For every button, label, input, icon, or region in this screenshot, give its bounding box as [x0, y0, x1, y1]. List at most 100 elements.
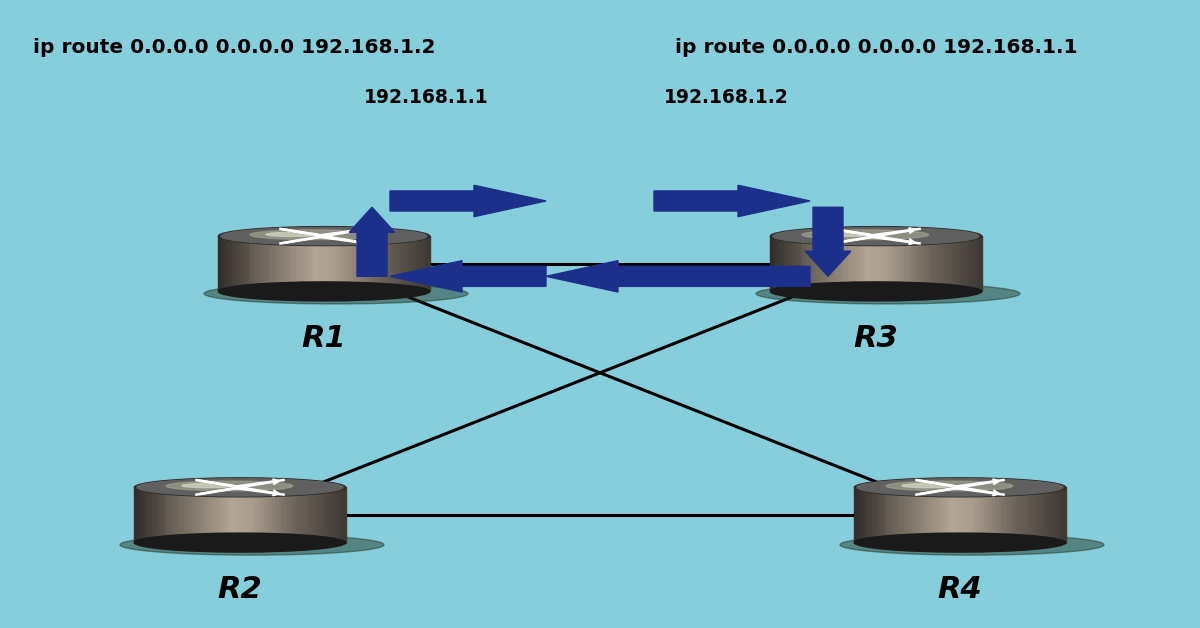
Polygon shape [278, 236, 282, 291]
Polygon shape [935, 487, 938, 543]
Polygon shape [260, 236, 264, 291]
Polygon shape [362, 236, 366, 291]
Polygon shape [320, 487, 324, 543]
Polygon shape [240, 236, 244, 291]
Polygon shape [293, 487, 296, 543]
Polygon shape [985, 487, 988, 543]
Polygon shape [882, 487, 886, 543]
Polygon shape [929, 236, 932, 291]
Polygon shape [244, 236, 246, 291]
Polygon shape [384, 236, 388, 291]
Polygon shape [317, 236, 320, 291]
Ellipse shape [204, 283, 468, 304]
Polygon shape [841, 236, 845, 291]
Polygon shape [246, 236, 250, 291]
Polygon shape [932, 236, 936, 291]
Polygon shape [253, 236, 257, 291]
Polygon shape [289, 487, 293, 543]
Polygon shape [869, 487, 872, 543]
Polygon shape [335, 236, 338, 291]
Polygon shape [889, 487, 893, 543]
Polygon shape [883, 236, 887, 291]
Text: ip route 0.0.0.0 0.0.0.0 192.168.1.2: ip route 0.0.0.0 0.0.0.0 192.168.1.2 [32, 38, 436, 57]
Ellipse shape [818, 232, 871, 237]
Polygon shape [834, 236, 838, 291]
Polygon shape [922, 487, 925, 543]
Polygon shape [145, 487, 149, 543]
Polygon shape [268, 236, 271, 291]
Polygon shape [299, 236, 302, 291]
Polygon shape [304, 487, 307, 543]
Polygon shape [250, 236, 253, 291]
Polygon shape [187, 487, 191, 543]
Ellipse shape [840, 534, 1104, 555]
Polygon shape [978, 487, 982, 543]
Polygon shape [296, 236, 299, 291]
Polygon shape [880, 487, 882, 543]
Polygon shape [998, 487, 1002, 543]
Polygon shape [275, 236, 278, 291]
Polygon shape [770, 236, 774, 291]
Ellipse shape [802, 230, 929, 239]
Ellipse shape [902, 484, 955, 488]
Text: R2: R2 [217, 575, 263, 604]
Text: 192.168.1.1: 192.168.1.1 [364, 88, 488, 107]
Polygon shape [318, 487, 320, 543]
Polygon shape [1055, 487, 1058, 543]
Polygon shape [953, 487, 956, 543]
Polygon shape [848, 236, 851, 291]
Polygon shape [827, 236, 830, 291]
Polygon shape [943, 236, 947, 291]
Polygon shape [900, 487, 904, 543]
Polygon shape [929, 487, 932, 543]
Polygon shape [960, 236, 964, 291]
Ellipse shape [218, 227, 430, 246]
Polygon shape [894, 236, 898, 291]
Polygon shape [251, 487, 254, 543]
Polygon shape [338, 236, 342, 291]
Text: R4: R4 [937, 575, 983, 604]
Polygon shape [306, 236, 310, 291]
Polygon shape [149, 487, 152, 543]
Polygon shape [858, 487, 862, 543]
Polygon shape [971, 487, 974, 543]
Polygon shape [419, 236, 422, 291]
Polygon shape [1009, 487, 1013, 543]
Polygon shape [366, 236, 370, 291]
Polygon shape [173, 487, 176, 543]
Polygon shape [854, 236, 858, 291]
Polygon shape [907, 236, 911, 291]
Polygon shape [964, 236, 967, 291]
Polygon shape [995, 487, 998, 543]
Polygon shape [901, 236, 904, 291]
Polygon shape [388, 236, 391, 291]
Polygon shape [278, 487, 282, 543]
Polygon shape [938, 487, 942, 543]
Polygon shape [798, 236, 802, 291]
Polygon shape [198, 487, 202, 543]
Polygon shape [788, 236, 792, 291]
Polygon shape [254, 487, 258, 543]
Polygon shape [830, 236, 834, 291]
Polygon shape [820, 236, 823, 291]
Polygon shape [914, 236, 918, 291]
Ellipse shape [770, 282, 982, 301]
Polygon shape [1016, 487, 1020, 543]
Polygon shape [324, 236, 328, 291]
Polygon shape [313, 236, 317, 291]
Polygon shape [785, 236, 788, 291]
Polygon shape [904, 487, 907, 543]
Polygon shape [546, 261, 810, 292]
Polygon shape [778, 236, 781, 291]
Polygon shape [851, 236, 854, 291]
Ellipse shape [854, 533, 1066, 552]
Polygon shape [956, 487, 960, 543]
Polygon shape [918, 487, 922, 543]
Polygon shape [346, 236, 349, 291]
Polygon shape [289, 236, 293, 291]
Polygon shape [342, 487, 346, 543]
Polygon shape [947, 236, 950, 291]
Polygon shape [812, 236, 816, 291]
Polygon shape [893, 487, 896, 543]
Polygon shape [805, 207, 851, 276]
